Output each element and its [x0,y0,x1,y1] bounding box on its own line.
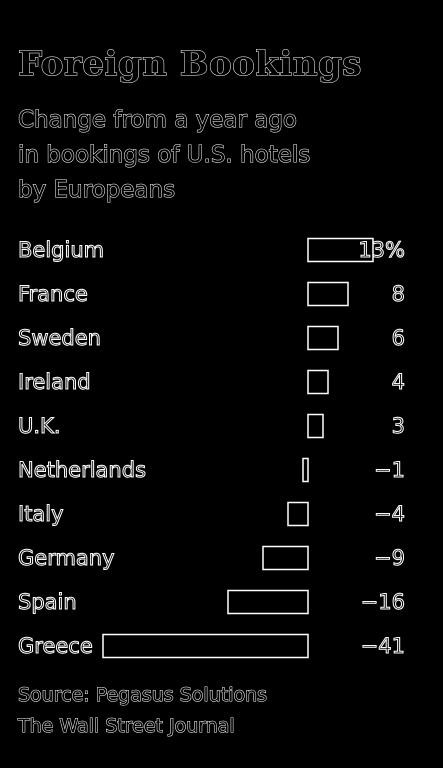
category-label-france: France [18,282,88,306]
value-label-netherlands: −1 [374,458,405,482]
value-label-germany: −9 [374,546,405,570]
bar-row-greece: Greece −41 [18,633,406,659]
category-label-sweden: Sweden [18,326,101,350]
bar-row-belgium: Belgium 13% [18,237,406,263]
category-label-ireland: Ireland [18,370,91,394]
value-label-italy: −4 [374,502,405,526]
category-label-spain: Spain [18,590,77,614]
value-label-greece: −41 [361,634,405,658]
bar-row-italy: Italy −4 [18,501,406,527]
bar-row-u-k: U.K. 3 [18,413,406,439]
bar-row-sweden: Sweden 6 [18,325,406,351]
value-label-ireland: 4 [392,370,405,394]
bar-france [307,281,349,307]
bar-belgium [307,237,374,263]
chart-footer: Source: Pegasus Solutions The Wall Stree… [17,680,268,742]
category-label-u-k: U.K. [18,414,61,438]
category-label-greece: Greece [18,634,93,658]
bar-row-france: France 8 [18,281,406,307]
category-label-italy: Italy [18,502,64,526]
value-label-spain: −16 [361,590,405,614]
chart-title: Foreign Bookings [18,44,362,85]
publication-name: The Wall Street Journal [17,715,235,738]
value-label-u-k: 3 [392,414,405,438]
category-label-germany: Germany [18,546,115,570]
bar-greece [102,633,309,659]
bar-row-germany: Germany −9 [18,545,406,571]
bar-chart: Belgium 13% France 8 Sweden 6 Ireland 4 U.K. 3 Net… [18,237,406,659]
source-note: Source: Pegasus Solutions [17,684,268,707]
bar-spain [227,589,309,615]
value-label-france: 8 [392,282,405,306]
value-label-sweden: 6 [392,326,405,350]
subtitle-line-3: by Europeans [18,177,176,204]
value-label-belgium: 13% [358,238,405,262]
bar-u-k [307,413,324,439]
category-label-belgium: Belgium [18,238,104,262]
bar-row-ireland: Ireland 4 [18,369,406,395]
subtitle-line-1: Change from a year ago [18,107,298,134]
subtitle-line-2: in bookings of U.S. hotels [18,142,311,169]
chart-subtitle: Change from a year ago in bookings of U.… [18,103,418,208]
bar-ireland [307,369,329,395]
bar-germany [262,545,309,571]
bar-row-spain: Spain −16 [18,589,406,615]
bar-sweden [307,325,339,351]
bar-netherlands [302,457,309,483]
category-label-netherlands: Netherlands [18,458,146,482]
bar-italy [287,501,309,527]
bar-row-netherlands: Netherlands −1 [18,457,406,483]
